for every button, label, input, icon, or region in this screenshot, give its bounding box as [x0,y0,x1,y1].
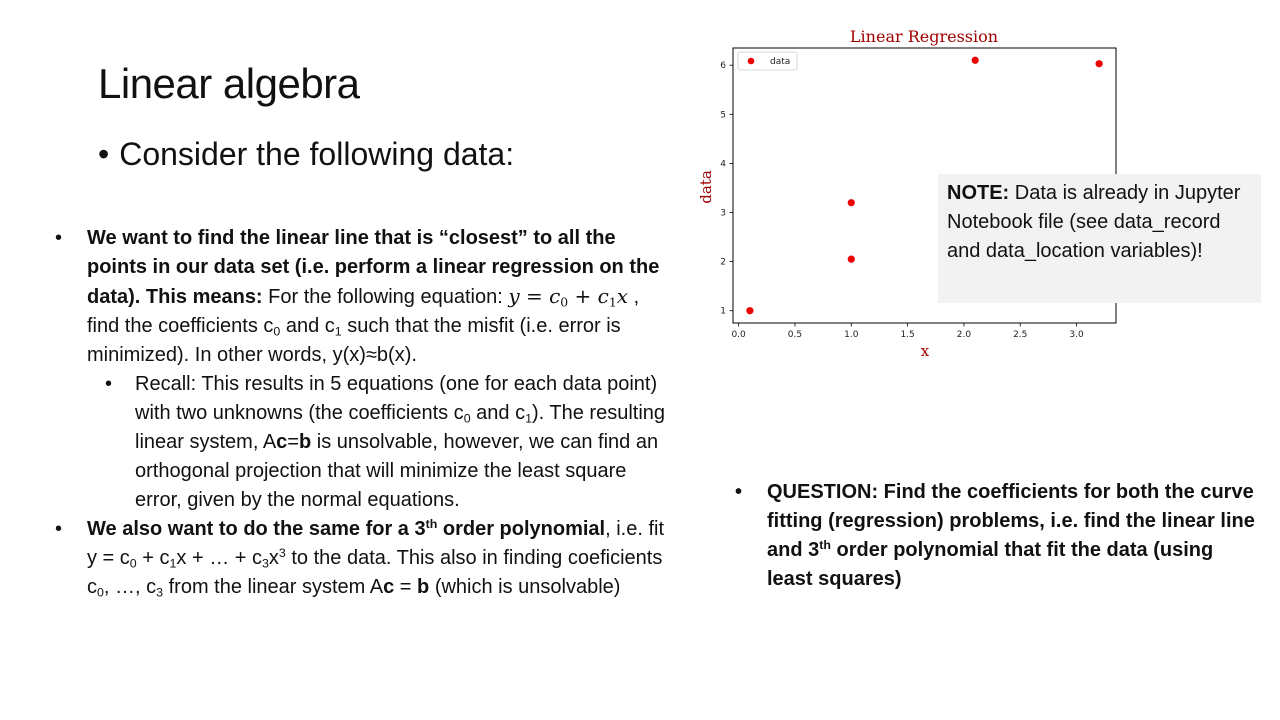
y-ticks: 1 2 3 4 5 6 [720,61,733,317]
data-point [847,255,855,263]
data-points [746,56,1103,315]
chart-title: Linear Regression [850,27,998,46]
y-tick-label: 6 [720,61,726,71]
note-text: Data is already in Jupyter Notebook file… [947,182,1241,262]
bullet-bold-text: We also want to do the same for a 3th or… [87,517,606,540]
subtitle-text: Consider the following data: [119,136,515,172]
question-bullet: • QUESTION: Find the coefficients for bo… [735,478,1255,594]
bullet-marker: • [735,481,743,503]
x-tick-label: 1.5 [900,330,914,340]
bullet-text: , i.e. fit y = c [87,518,665,569]
bullet-marker: • [55,227,63,249]
slide-title: Linear algebra [98,60,360,107]
x-axis-label: x [921,342,930,360]
sub-bullet-recall: • Recall: This results in 5 equations (o… [55,370,675,515]
y-tick-label: 1 [720,307,726,317]
legend-label: data [770,57,790,67]
x-tick-label: 2.5 [1013,330,1027,340]
data-point [971,56,979,64]
data-point [847,199,855,207]
x-ticks: 0.0 0.5 1.0 1.5 2.0 2.5 3.0 [731,323,1084,340]
bullet-marker: • [98,136,110,172]
bullet-marker: • [105,373,113,395]
y-axis-label: data [697,170,715,204]
question-text: QUESTION: Find the coefficients for both… [767,481,1255,561]
main-bullet-list: • We want to find the linear line that i… [55,224,675,602]
bullet-bold-text: We want to find the linear line that is … [87,227,660,308]
note-label: NOTE: [947,182,1010,204]
y-tick-label: 2 [720,258,726,268]
data-point [1095,60,1103,68]
legend: data [737,51,798,71]
x-tick-label: 2.0 [957,330,972,340]
legend-box [737,51,798,71]
subtitle-bullet: • Consider the following data: [98,134,514,174]
x-tick-label: 3.0 [1069,330,1084,340]
legend-marker [747,57,755,65]
linear-equation: y = c0 + c1x [508,284,629,310]
bullet-polynomial: • We also want to do the same for a 3th … [55,515,675,602]
x-tick-label: 0.0 [731,330,746,340]
bullet-text: , find the coefficients c [87,286,640,337]
x-tick-label: 0.5 [788,330,802,340]
bullet-text: For the following equation: [262,286,509,308]
question-item: • QUESTION: Find the coefficients for bo… [735,478,1255,594]
note-box: NOTE: Data is already in Jupyter Noteboo… [938,174,1261,303]
data-point [746,307,754,315]
bullet-text: Recall: This results in 5 equations (one… [135,373,658,424]
x-tick-label: 1.0 [844,330,859,340]
y-tick-label: 3 [720,209,726,219]
y-tick-label: 4 [720,159,726,169]
bullet-marker: • [55,518,63,540]
y-tick-label: 5 [720,110,726,120]
bullet-linear-regression: • We want to find the linear line that i… [55,224,675,370]
